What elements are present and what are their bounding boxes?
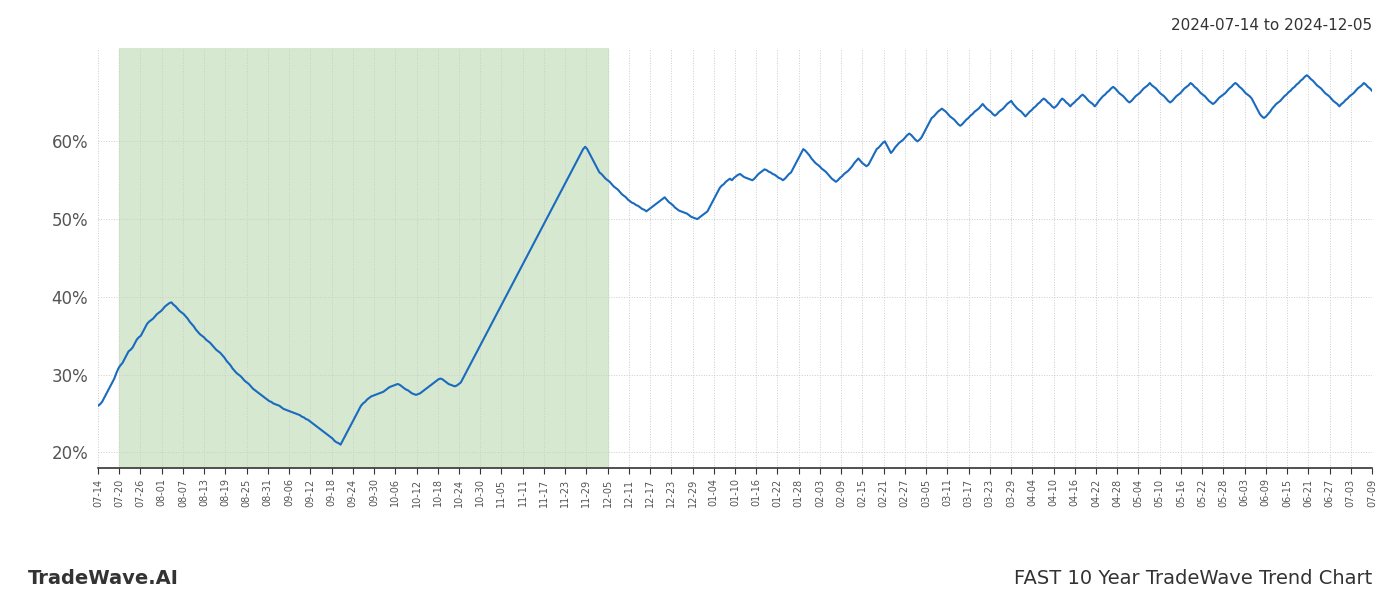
Bar (119, 48, 608, 468)
Text: TradeWave.AI: TradeWave.AI (28, 569, 179, 588)
Text: FAST 10 Year TradeWave Trend Chart: FAST 10 Year TradeWave Trend Chart (1014, 569, 1372, 588)
Text: 2024-07-14 to 2024-12-05: 2024-07-14 to 2024-12-05 (1170, 18, 1372, 33)
